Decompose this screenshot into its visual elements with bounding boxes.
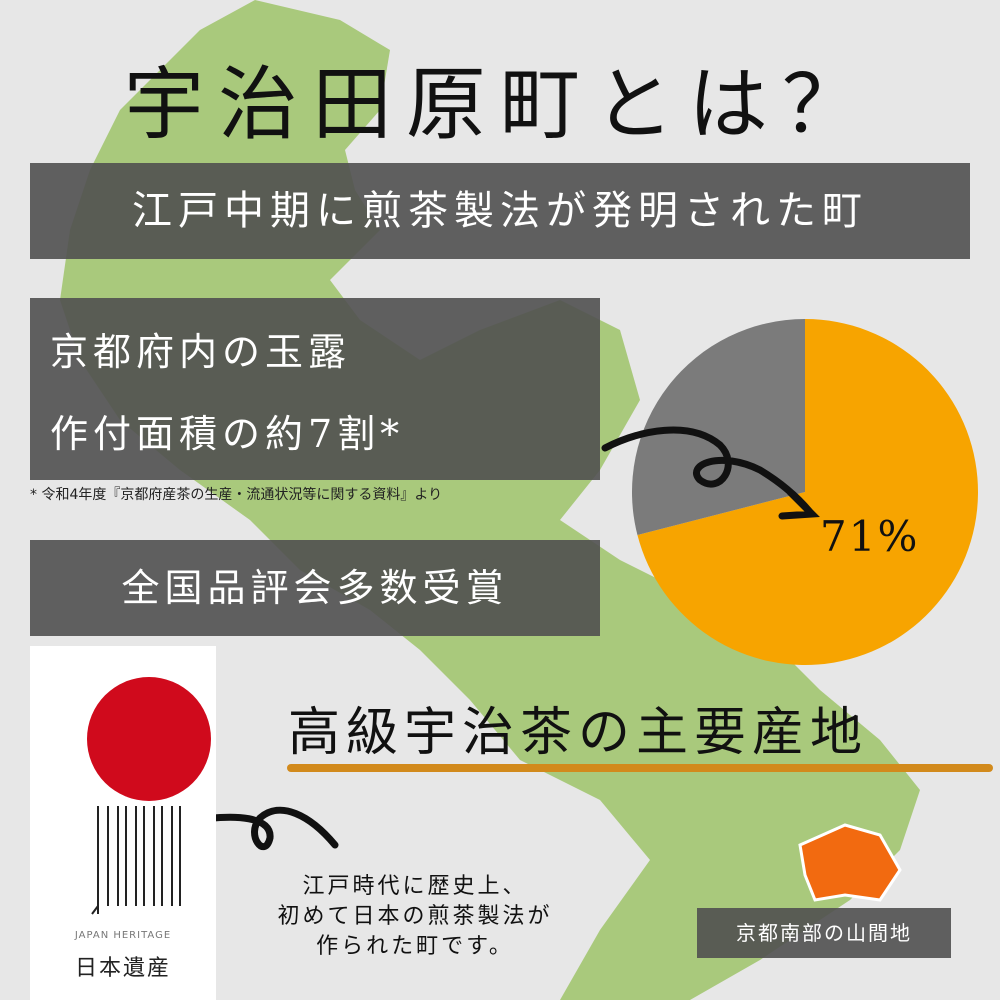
heading-underline [287,764,993,772]
banner-line: 京都府内の玉露 [50,330,352,374]
banner-line: 作付面積の約7割* [50,412,405,456]
banner-sencha-origin: 江戸中期に煎茶製法が発明された町 [30,163,970,259]
japan-heritage-vertical-lettering [91,806,181,915]
banner-awards: 全国品評会多数受賞 [30,540,600,636]
curly-arrow-to-pie [601,426,820,520]
banner-gyokuro-share: 京都府内の玉露 作付面積の約7割* [30,298,600,480]
pie-label-71: 71% [820,512,920,561]
japan-heritage-logo: JAPAN HERITAGE 日本遺産 [30,646,216,1000]
footnote: * 令和4年度『京都府産茶の生産・流通状況等に関する資料』より [30,487,443,503]
town-highlight [798,823,902,902]
description-line: 作られた町です。 [316,934,514,959]
pie-slice-1 [632,318,806,536]
red-sun-icon [87,677,211,801]
logo-text-jp: 日本遺産 [74,956,171,981]
main-heading: 高級宇治茶の主要産地 [288,703,869,763]
description: 江戸時代に歴史上、 初めて日本の煎茶製法が 作られた町です。 [250,872,580,962]
description-line: 江戸時代に歴史上、 [302,874,528,899]
page-title: 宇治田原町とは？ [124,58,876,151]
description-line: 初めて日本の煎茶製法が [277,904,553,929]
logo-text-en: JAPAN HERITAGE [74,930,172,941]
pie-slice-0 [637,319,978,665]
location-label: 京都南部の山間地 [697,908,951,958]
